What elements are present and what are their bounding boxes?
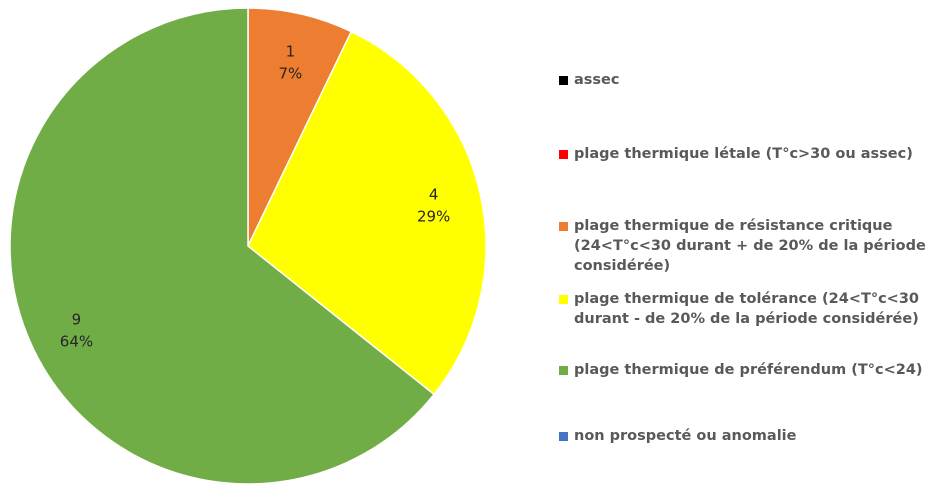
data-label-percent-4: 64% — [60, 333, 93, 351]
data-label-value-4: 9 — [72, 311, 82, 329]
pie-slice-4 — [9, 7, 436, 485]
data-label-value-3: 4 — [429, 186, 439, 204]
data-label-percent-3: 29% — [417, 208, 450, 226]
data-label-value-2: 1 — [286, 42, 296, 60]
pie-slice-2 — [247, 7, 353, 247]
pie-slice-3 — [247, 30, 487, 396]
data-label-percent-2: 7% — [278, 64, 302, 82]
